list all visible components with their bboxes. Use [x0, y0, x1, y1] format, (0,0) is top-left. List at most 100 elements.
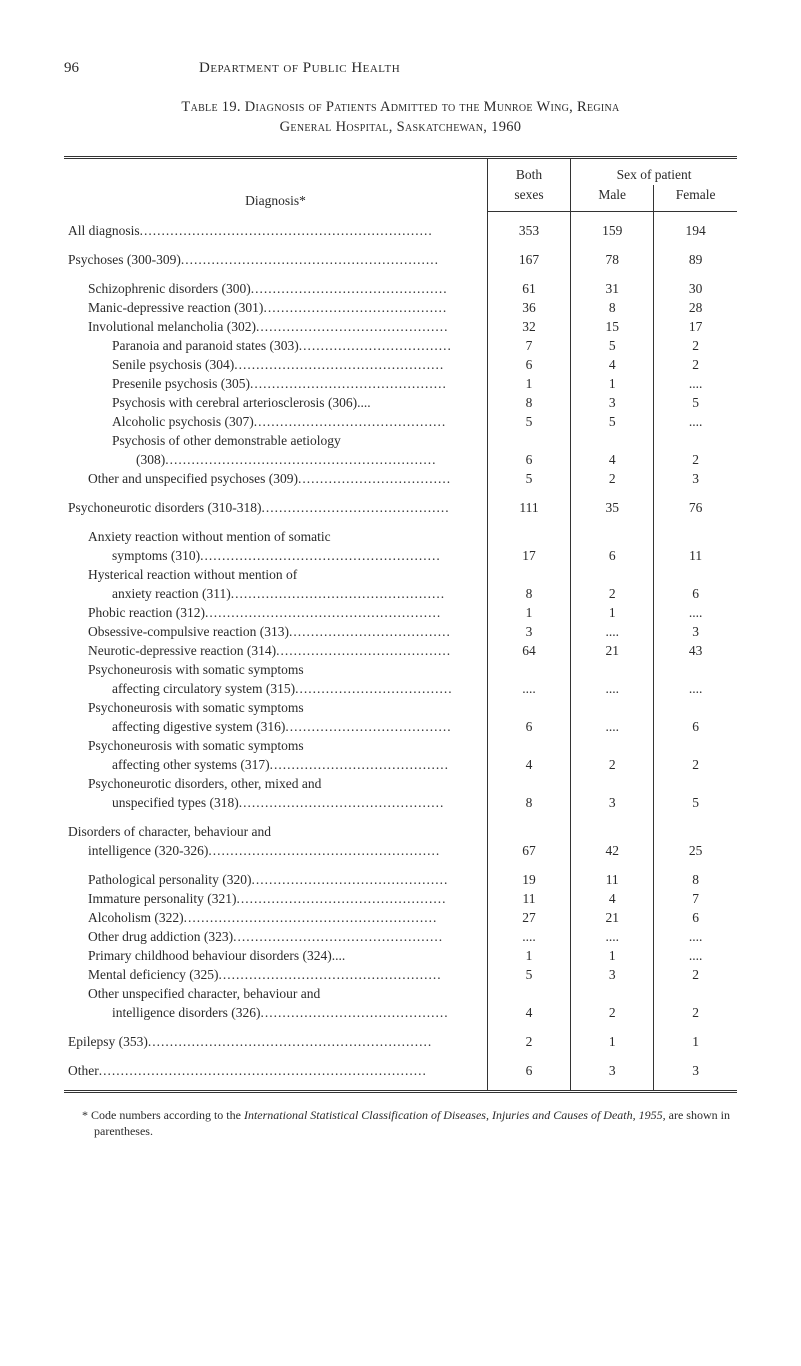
cell-female: 17 — [654, 317, 737, 336]
cell-both — [487, 774, 570, 793]
table-row: unspecified types (318).................… — [64, 793, 737, 812]
cell-both: 111 — [487, 498, 570, 517]
cell-both: 6 — [487, 355, 570, 374]
row-label: intelligence disorders (326)............… — [64, 1003, 487, 1022]
table-row: Psychoneurosis with somatic symptoms — [64, 660, 737, 679]
table-row: Immature personality (321)..............… — [64, 889, 737, 908]
table-row: Other and unspecified psychoses (309)...… — [64, 469, 737, 488]
cell-both — [487, 984, 570, 1003]
leader-dots: ........................................… — [270, 757, 449, 773]
row-label: Senile psychosis (304)..................… — [64, 355, 487, 374]
row-label: Pathological personality (320)..........… — [64, 870, 487, 889]
table-row: Schizophrenic disorders (300)...........… — [64, 279, 737, 298]
row-label: Anxiety reaction without mention of soma… — [64, 527, 487, 546]
header-male: Male — [571, 185, 654, 212]
header-sex-of-patient: Sex of patient — [571, 159, 737, 185]
cell-both — [487, 822, 570, 841]
cell-male: 8 — [571, 298, 654, 317]
leader-dots: ........................................… — [234, 357, 444, 373]
cell-both: 19 — [487, 870, 570, 889]
cell-male: 3 — [571, 793, 654, 812]
leader-dots: ........................................… — [205, 605, 441, 621]
page-number: 96 — [64, 60, 79, 77]
cell-male: 35 — [571, 498, 654, 517]
cell-male — [571, 660, 654, 679]
table-row: Involutional melancholia (302)..........… — [64, 317, 737, 336]
cell-female: .... — [654, 679, 737, 698]
footnote: * Code numbers according to the Internat… — [64, 1107, 737, 1139]
cell-female: 89 — [654, 250, 737, 269]
cell-female: .... — [654, 374, 737, 393]
table-row — [64, 488, 737, 498]
cell-male: 6 — [571, 546, 654, 565]
row-label: Psychoneurotic disorders (310-318)......… — [64, 498, 487, 517]
row-label: affecting circulatory system (315)......… — [64, 679, 487, 698]
table-row — [64, 812, 737, 822]
cell-female: .... — [654, 927, 737, 946]
cell-both: 67 — [487, 841, 570, 860]
table-container: Diagnosis* Both Sex of patient sexes Mal… — [64, 156, 737, 1094]
leader-dots: ........................................… — [239, 795, 445, 811]
table-row: Pathological personality (320)..........… — [64, 870, 737, 889]
cell-both: 4 — [487, 1003, 570, 1022]
cell-both: 8 — [487, 584, 570, 603]
cell-both: 17 — [487, 546, 570, 565]
cell-female — [654, 736, 737, 755]
table-row: affecting other systems (317)...........… — [64, 755, 737, 774]
cell-male: 2 — [571, 584, 654, 603]
cell-both: 7 — [487, 336, 570, 355]
row-label: Schizophrenic disorders (300)...........… — [64, 279, 487, 298]
leader-dots: ........................................… — [140, 223, 433, 239]
cell-male — [571, 774, 654, 793]
cell-male: 4 — [571, 355, 654, 374]
cell-female: 30 — [654, 279, 737, 298]
cell-female: 2 — [654, 1003, 737, 1022]
caption-line-1: Table 19. Diagnosis of Patients Admitted… — [64, 97, 737, 117]
caption-line-2: General Hospital, Saskatchewan, 1960 — [64, 117, 737, 137]
cell-male: 1 — [571, 946, 654, 965]
cell-male: 5 — [571, 336, 654, 355]
table-row: Epilepsy (353)..........................… — [64, 1032, 737, 1051]
cell-female: 2 — [654, 965, 737, 984]
cell-both: 64 — [487, 641, 570, 660]
diagnosis-table: Diagnosis* Both Sex of patient sexes Mal… — [64, 159, 737, 1091]
cell-male: 2 — [571, 469, 654, 488]
row-label: Paranoia and paranoid states (303)......… — [64, 336, 487, 355]
cell-female — [654, 774, 737, 793]
leader-dots: ........................................… — [184, 910, 438, 926]
cell-both — [487, 527, 570, 546]
row-label: Neurotic-depressive reaction (314)......… — [64, 641, 487, 660]
cell-female — [654, 565, 737, 584]
cell-male: 2 — [571, 755, 654, 774]
table-caption: Table 19. Diagnosis of Patients Admitted… — [64, 97, 737, 138]
cell-female: 11 — [654, 546, 737, 565]
cell-male: 31 — [571, 279, 654, 298]
cell-female: 5 — [654, 793, 737, 812]
table-row — [64, 240, 737, 250]
leader-dots: ................................... — [299, 338, 452, 354]
cell-female: 6 — [654, 908, 737, 927]
table-row: Other...................................… — [64, 1061, 737, 1080]
cell-male: 3 — [571, 393, 654, 412]
cell-female: 8 — [654, 870, 737, 889]
cell-both: 11 — [487, 889, 570, 908]
row-label: Psychoneurotic disorders, other, mixed a… — [64, 774, 487, 793]
row-label: intelligence (320-326)..................… — [64, 841, 487, 860]
row-label: Primary childhood behaviour disorders (3… — [64, 946, 487, 965]
cell-female: 6 — [654, 717, 737, 736]
leader-dots: ...................................... — [285, 719, 451, 735]
cell-male: .... — [571, 679, 654, 698]
table-row: Psychosis with cerebral arteriosclerosis… — [64, 393, 737, 412]
cell-male: 159 — [571, 221, 654, 240]
table-row: Presenile psychosis (305)...............… — [64, 374, 737, 393]
footnote-pre: Code numbers according to the — [88, 1108, 244, 1122]
table-row: Psychoneurosis with somatic symptoms — [64, 698, 737, 717]
leader-dots: ........................................… — [208, 843, 440, 859]
cell-both — [487, 736, 570, 755]
leader-dots: ........................................… — [233, 929, 443, 945]
cell-both — [487, 698, 570, 717]
leader-dots: ........................................… — [261, 500, 449, 516]
cell-both: 1 — [487, 603, 570, 622]
cell-female: 76 — [654, 498, 737, 517]
cell-both: .... — [487, 679, 570, 698]
